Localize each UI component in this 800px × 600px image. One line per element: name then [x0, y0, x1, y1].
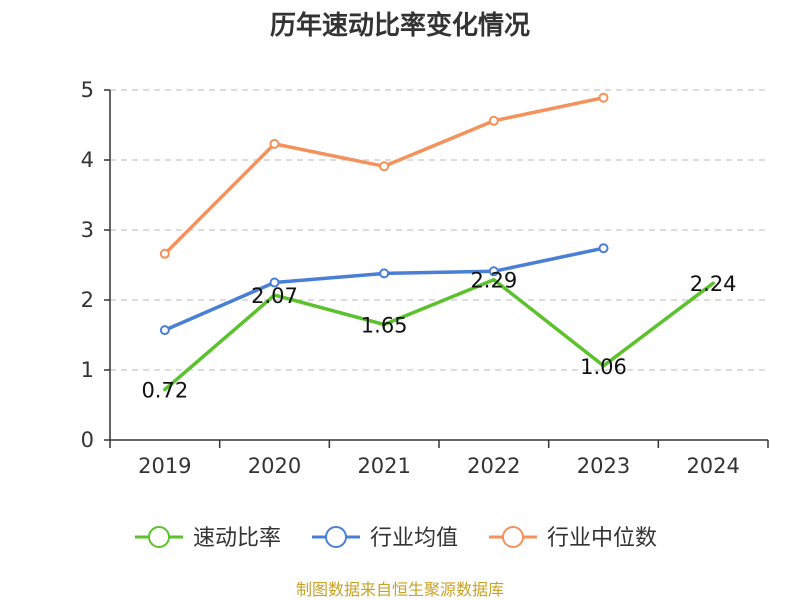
- x-tick-label-2020: 2020: [248, 454, 301, 478]
- series-2-point-2023: [598, 92, 609, 103]
- data-label-2021: 1.65: [361, 314, 408, 338]
- x-tick-label-2022: 2022: [467, 454, 520, 478]
- series-2-point-2020: [269, 138, 280, 149]
- series-1-point-2022: [488, 266, 499, 277]
- x-tick-label-2021: 2021: [357, 454, 410, 478]
- data-label-2020: 2.07: [251, 284, 298, 308]
- series-2-point-2021: [379, 161, 390, 172]
- y-tick-label-4: 4: [81, 148, 94, 172]
- series-2-point-2019: [159, 248, 170, 259]
- x-tick-label-2023: 2023: [577, 454, 630, 478]
- legend[interactable]: 速动比率 行业均值 行业中位数: [135, 526, 657, 551]
- legend-marker-0: [148, 526, 170, 548]
- grid-lines: [110, 89, 768, 371]
- series-1-point-2021: [379, 268, 390, 279]
- y-tick-label-1: 1: [81, 358, 94, 382]
- series-1-point-2023: [598, 243, 609, 254]
- x-tick-label-2024: 2024: [686, 454, 739, 478]
- x-tick-label-2019: 2019: [138, 454, 191, 478]
- source-note: 制图数据来自恒生聚源数据库: [296, 580, 504, 599]
- legend-marker-1: [325, 526, 347, 548]
- y-tick-label-5: 5: [81, 78, 94, 102]
- legend-item-0[interactable]: 速动比率: [135, 526, 281, 551]
- legend-label-2: 行业中位数: [547, 526, 657, 551]
- chart-title: 历年速动比率变化情况: [270, 10, 530, 41]
- data-labels: 0.72 2.07 1.65 2.29 1.06 2.24: [141, 269, 736, 403]
- y-tick-label-3: 3: [81, 218, 94, 242]
- series-2-point-2022: [488, 115, 499, 126]
- legend-marker-2: [502, 526, 524, 548]
- data-label-2022: 2.29: [470, 269, 517, 293]
- series-1-point-2019: [159, 325, 170, 336]
- y-tick-label-0: 0: [81, 428, 94, 452]
- legend-label-0: 速动比率: [193, 526, 281, 551]
- series-lines: [159, 92, 715, 392]
- data-label-2019: 0.72: [141, 379, 188, 403]
- legend-label-1: 行业均值: [370, 526, 458, 551]
- series-1-point-2020: [269, 277, 280, 288]
- data-label-2023: 1.06: [580, 355, 627, 379]
- legend-item-1[interactable]: 行业均值: [312, 526, 458, 551]
- y-tick-label-2: 2: [81, 288, 94, 312]
- axes: 0 1 2 3 4 5 2019 2020 2021 2022 2023 2024: [81, 78, 769, 478]
- series-line-0: [163, 277, 715, 392]
- data-label-2024: 2.24: [690, 272, 737, 296]
- series-line-2: [163, 95, 606, 256]
- legend-item-2[interactable]: 行业中位数: [489, 526, 657, 551]
